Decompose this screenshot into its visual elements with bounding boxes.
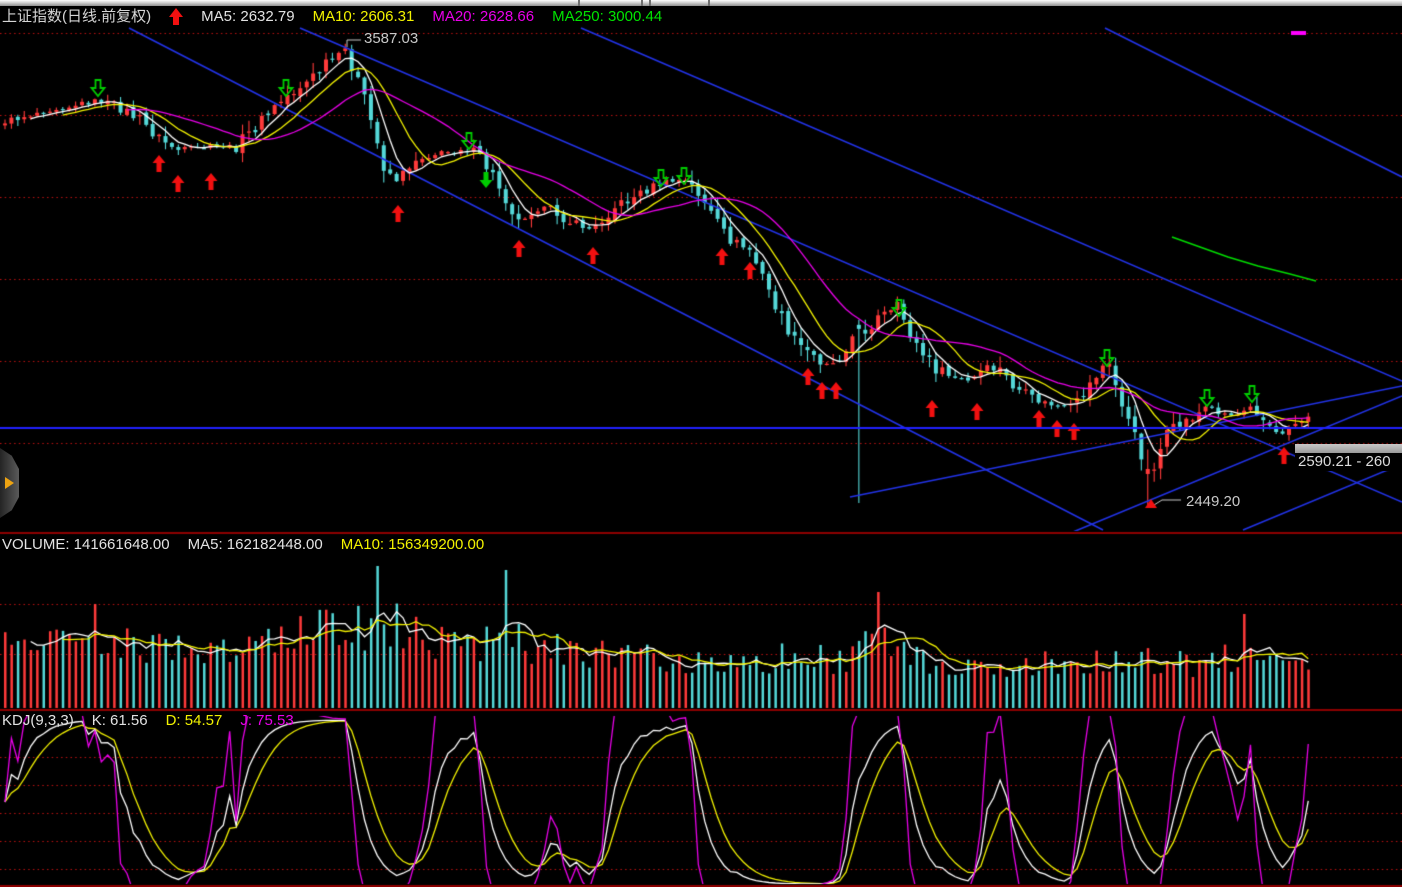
volume-ma10-value: MA10: 156349200.00 (340, 536, 485, 553)
toolbar-divider (708, 0, 710, 6)
sidebar-flyout-handle[interactable] (0, 448, 19, 518)
up-arrow-icon (169, 8, 184, 25)
kdj-j-value: J: 75.53 (240, 712, 294, 729)
window-top-strip (0, 0, 1402, 6)
peak-price-label: 3587.03 (364, 30, 419, 47)
volume-value: VOLUME: 141661648.00 (2, 536, 170, 553)
tooltip-range-text: 2590.21 - 260 (1295, 453, 1402, 471)
ma10-value: MA10: 2606.31 (312, 8, 415, 25)
toolbar-divider (649, 0, 651, 6)
volume-header: VOLUME: 141661648.00 MA5: 162182448.00 MA1… (2, 536, 484, 554)
ma250-value: MA250: 3000.44 (552, 8, 663, 25)
trough-price-label: 2449.20 (1186, 493, 1241, 510)
ma20-value: MA20: 2628.66 (432, 8, 535, 25)
kdj-header: KDJ(9,3,3) K: 61.56 D: 54.57 J: 75.53 (2, 712, 294, 730)
toolbar-divider (578, 0, 580, 6)
kdj-name: KDJ(9,3,3) (2, 712, 74, 729)
kdj-k-value: K: 61.56 (91, 712, 148, 729)
symbol-title: 上证指数(日线.前复权) (2, 8, 152, 25)
kdj-d-value: D: 54.57 (165, 712, 223, 729)
toolbar-divider (641, 0, 643, 6)
expand-arrow-icon (5, 477, 14, 489)
main-chart-header: 上证指数(日线.前复权) MA5: 2632.79 MA10: 2606.31 MA2… (2, 8, 662, 26)
ma5-value: MA5: 2632.79 (201, 8, 295, 25)
tooltip-title-bar (1295, 444, 1402, 453)
volume-ma5-value: MA5: 162182448.00 (187, 536, 323, 553)
price-range-tooltip: 2590.21 - 260 (1295, 444, 1402, 471)
